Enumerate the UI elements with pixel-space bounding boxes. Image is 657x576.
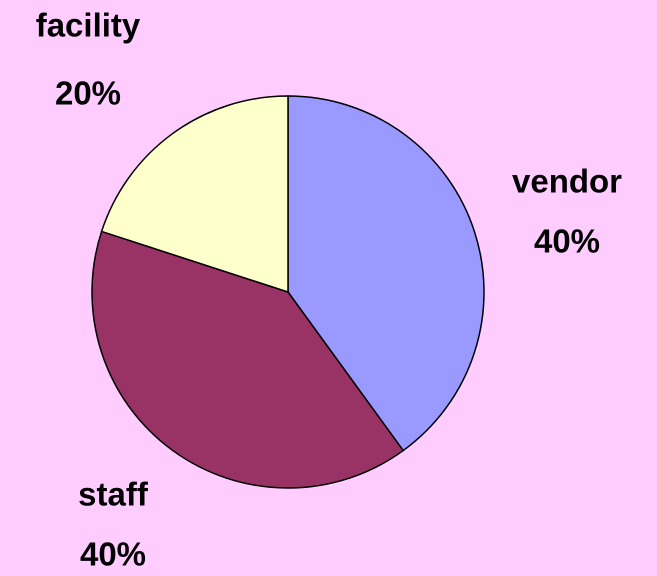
slice-value-label: 20% <box>55 75 121 112</box>
pie-slice <box>100 95 289 294</box>
slice-label: facility <box>36 7 141 44</box>
slice-value-label: 40% <box>80 536 146 573</box>
slice-label: vendor <box>512 163 622 200</box>
pie-slice <box>91 230 405 489</box>
slice-value-label: 40% <box>534 223 600 260</box>
slice-label: staff <box>78 476 149 513</box>
pie-slice <box>287 95 485 452</box>
